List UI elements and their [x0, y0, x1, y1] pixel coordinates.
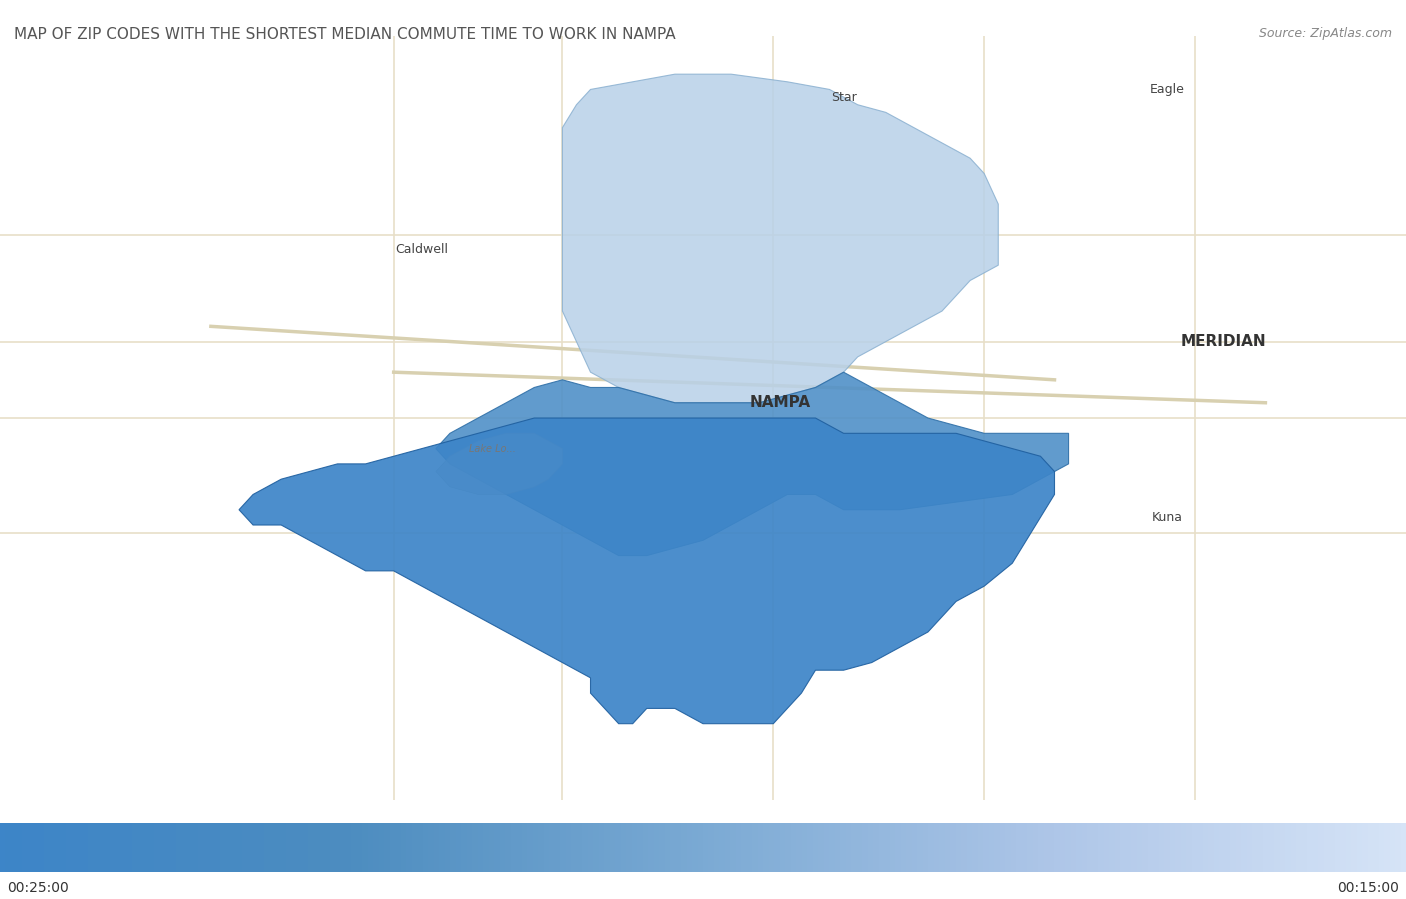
Text: Lake Lo...: Lake Lo...	[468, 443, 516, 454]
Polygon shape	[436, 372, 1069, 556]
Polygon shape	[239, 418, 1054, 724]
Text: 00:15:00: 00:15:00	[1337, 880, 1399, 895]
Text: Source: ZipAtlas.com: Source: ZipAtlas.com	[1258, 27, 1392, 40]
Polygon shape	[562, 75, 998, 403]
Text: MERIDIAN: MERIDIAN	[1181, 334, 1265, 349]
Text: Star: Star	[831, 91, 856, 103]
Text: Kuna: Kuna	[1152, 511, 1182, 524]
Text: MAP OF ZIP CODES WITH THE SHORTEST MEDIAN COMMUTE TIME TO WORK IN NAMPA: MAP OF ZIP CODES WITH THE SHORTEST MEDIA…	[14, 27, 676, 42]
Text: NAMPA: NAMPA	[749, 396, 811, 410]
Text: 00:25:00: 00:25:00	[7, 880, 69, 895]
Text: Caldwell: Caldwell	[395, 244, 449, 256]
Polygon shape	[436, 433, 562, 494]
Text: Eagle: Eagle	[1150, 83, 1184, 96]
